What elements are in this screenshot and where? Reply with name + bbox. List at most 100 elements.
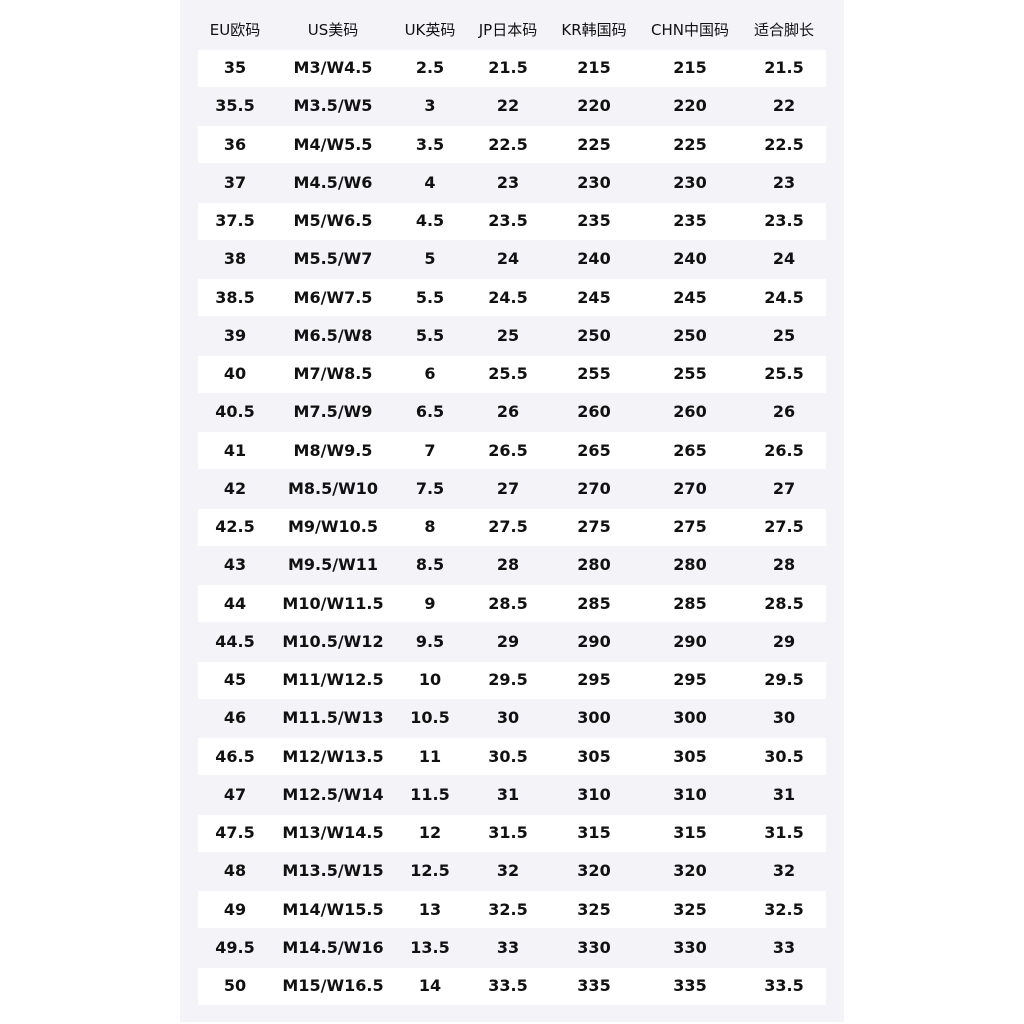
table-cell: 32.5 — [764, 899, 804, 919]
table-cell: 33 — [496, 937, 520, 957]
table-cell: 29 — [772, 631, 796, 651]
table-cell: 225 — [577, 134, 611, 154]
table-cell: 32 — [772, 861, 796, 881]
table-cell: 23 — [772, 172, 796, 192]
table-cell: 39 — [223, 325, 247, 345]
table-cell: 29.5 — [488, 670, 528, 689]
table-cell: 6.5 — [415, 402, 445, 422]
table-cell: M13.5/W15 — [282, 861, 384, 881]
table-cell: 280 — [673, 555, 707, 575]
table-cell: M10/W11.5 — [282, 593, 384, 613]
table-cell: 245 — [673, 287, 707, 307]
table-cell: 49.5 — [215, 937, 255, 957]
table-cell: 10 — [418, 670, 442, 689]
table-cell: 330 — [577, 937, 611, 957]
table-cell: 305 — [673, 746, 707, 766]
row-background — [198, 432, 826, 469]
table-cell: 32 — [496, 861, 520, 881]
row-background — [198, 508, 826, 546]
table-cell: 270 — [673, 478, 707, 498]
table-cell: 30.5 — [764, 746, 804, 766]
table-cell: M5/W6.5 — [293, 211, 373, 230]
table-cell: 25.5 — [488, 364, 528, 383]
table-cell: 12 — [418, 823, 442, 842]
table-cell: M3/W4.5 — [293, 58, 373, 77]
row-background — [198, 814, 826, 852]
table-cell: 12.5 — [410, 861, 450, 881]
table-cell: M14/W15.5 — [282, 899, 384, 919]
table-cell: 240 — [577, 249, 611, 269]
header-cell: 适合脚长 — [753, 21, 814, 39]
table-cell: 13 — [418, 899, 442, 919]
table-cell: 325 — [577, 899, 611, 919]
table-cell: 22.5 — [488, 134, 528, 154]
table-cell: 310 — [673, 784, 707, 804]
row-background — [198, 738, 826, 775]
table-cell: 30 — [772, 708, 796, 728]
table-cell: 5 — [424, 249, 436, 269]
table-cell: 9 — [424, 593, 436, 613]
table-cell: 21.5 — [764, 58, 804, 77]
table-cell: 11.5 — [410, 784, 450, 804]
table-cell: 44 — [223, 593, 247, 613]
table-cell: 27 — [496, 478, 520, 498]
table-cell: M12.5/W14 — [282, 784, 384, 804]
table-cell: 27.5 — [764, 517, 804, 536]
table-cell: M4.5/W6 — [293, 172, 373, 192]
table-cell: 25 — [772, 325, 796, 345]
table-cell: 295 — [577, 670, 611, 689]
header-cell: JP日本码 — [478, 21, 538, 39]
table-cell: 24 — [496, 249, 520, 269]
table-cell: 26 — [772, 402, 796, 422]
table-cell: 13.5 — [410, 937, 450, 957]
table-cell: 47.5 — [215, 823, 255, 842]
table-cell: 24.5 — [488, 287, 528, 307]
table-cell: 40 — [223, 364, 247, 383]
table-cell: 295 — [673, 670, 707, 689]
table-cell: 225 — [673, 134, 707, 154]
table-cell: 24.5 — [764, 287, 804, 307]
table-cell: 320 — [673, 861, 707, 881]
header-cell: EU欧码 — [209, 21, 261, 39]
table-cell: 230 — [673, 172, 707, 192]
table-cell: 31 — [496, 784, 520, 804]
table-cell: 9.5 — [415, 631, 445, 651]
table-cell: M7/W8.5 — [293, 364, 373, 383]
table-cell: 300 — [577, 708, 611, 728]
table-cell: M6/W7.5 — [293, 287, 373, 307]
table-cell: 38.5 — [215, 287, 255, 307]
table-cell: 21.5 — [488, 58, 528, 77]
table-cell: 315 — [673, 823, 707, 842]
table-cell: 42 — [223, 478, 247, 498]
row-background — [198, 585, 826, 622]
table-cell: 315 — [577, 823, 611, 842]
table-cell: 22 — [772, 96, 796, 116]
row-background — [198, 891, 826, 928]
table-cell: 275 — [577, 517, 611, 536]
table-cell: 28.5 — [764, 593, 804, 613]
table-cell: M8/W9.5 — [293, 440, 373, 460]
table-cell: 7.5 — [415, 478, 445, 498]
table-cell: 2.5 — [415, 58, 445, 77]
table-cell: 300 — [673, 708, 707, 728]
table-cell: 265 — [673, 440, 707, 460]
table-cell: 33.5 — [488, 976, 528, 995]
table-cell: 27 — [772, 478, 796, 498]
table-cell: 22 — [496, 96, 520, 116]
table-cell: 8.5 — [415, 555, 445, 575]
row-background — [198, 126, 826, 163]
table-cell: M6.5/W8 — [293, 325, 373, 345]
header-cell: UK英码 — [404, 21, 456, 39]
table-cell: 24 — [772, 249, 796, 269]
table-cell: 270 — [577, 478, 611, 498]
table-cell: 235 — [673, 211, 707, 230]
header-cell: KR韩国码 — [561, 21, 627, 39]
table-cell: 40.5 — [215, 402, 255, 422]
table-cell: 5.5 — [415, 325, 445, 345]
table-cell: 44.5 — [215, 631, 255, 651]
table-cell: 265 — [577, 440, 611, 460]
table-cell: 45 — [223, 670, 247, 689]
table-cell: 10.5 — [410, 708, 450, 728]
table-cell: 29.5 — [764, 670, 804, 689]
table-cell: 320 — [577, 861, 611, 881]
